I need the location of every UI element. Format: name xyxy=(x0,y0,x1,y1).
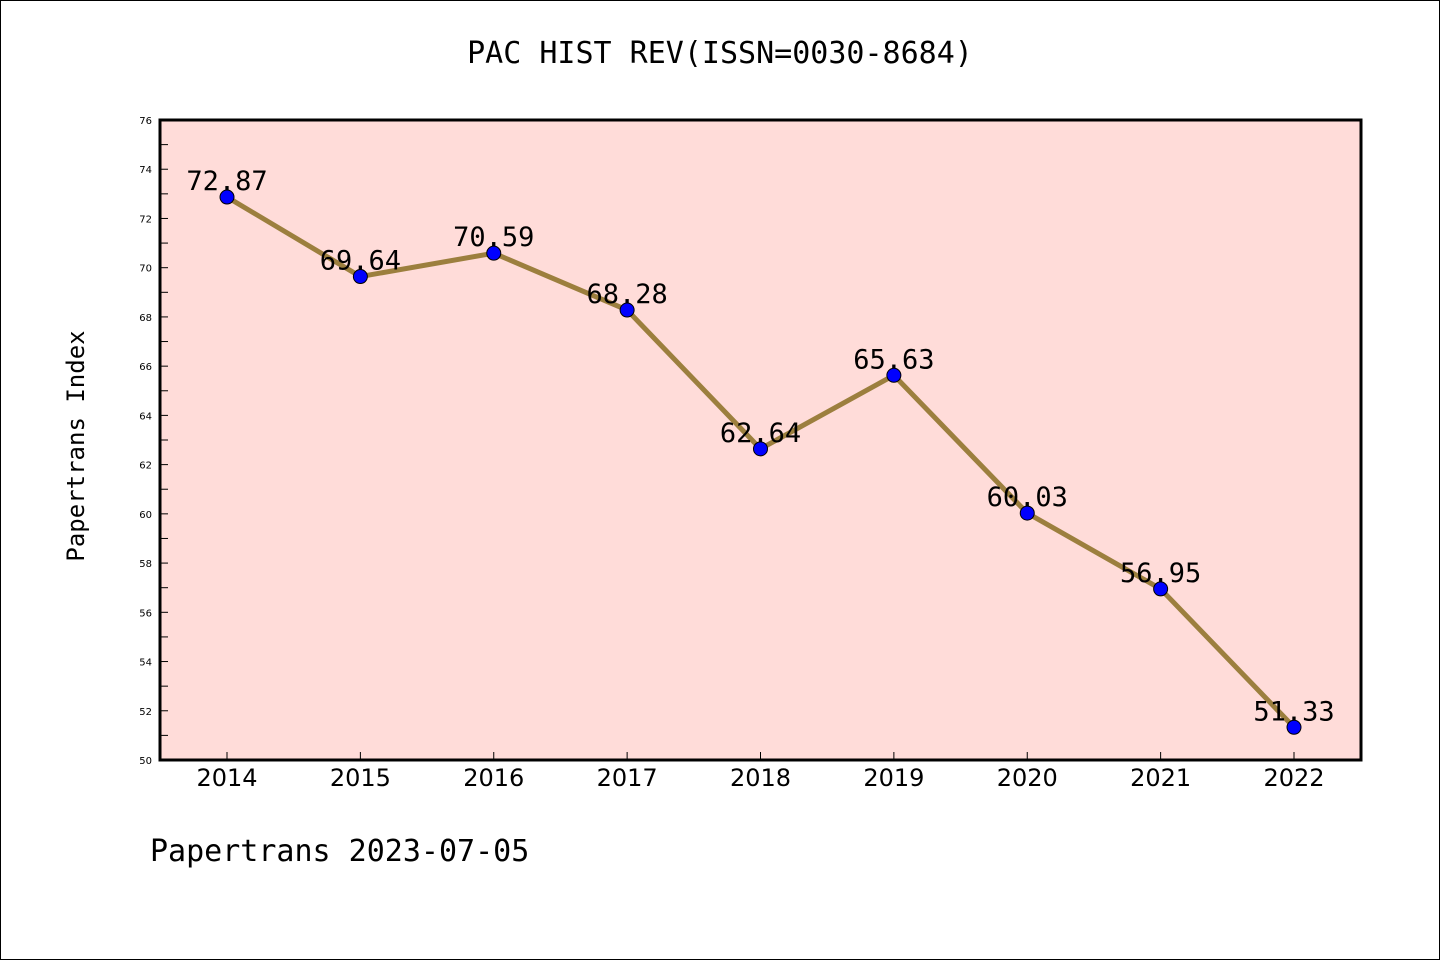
plot-area xyxy=(160,120,1361,760)
data-point xyxy=(352,269,368,285)
x-tick-label: 2018 xyxy=(730,764,791,792)
y-tick-label: 76 xyxy=(139,116,152,127)
y-tick-label: 54 xyxy=(139,658,152,669)
data-point xyxy=(1286,719,1302,735)
y-tick-label: 52 xyxy=(139,707,152,718)
footer-credit: Papertrans 2023-07-05 xyxy=(150,834,530,869)
y-tick-label: 66 xyxy=(139,362,152,373)
y-tick-label: 74 xyxy=(139,165,152,176)
y-tick-label: 58 xyxy=(139,559,152,570)
y-tick-label: 56 xyxy=(139,608,152,619)
data-label: 69.64 xyxy=(320,246,401,277)
data-label: 51.33 xyxy=(1253,696,1334,727)
data-label: 56.95 xyxy=(1120,558,1201,589)
data-point xyxy=(619,302,635,318)
chart-title: PAC HIST REV(ISSN=0030-8684) xyxy=(467,36,973,71)
y-tick-label: 64 xyxy=(139,411,152,422)
y-tick-label: 68 xyxy=(139,313,152,324)
x-tick-label: 2019 xyxy=(863,764,924,792)
x-tick-label: 2021 xyxy=(1130,764,1191,792)
x-tick-label: 2017 xyxy=(597,764,658,792)
plot-border xyxy=(158,118,1363,762)
x-tick-label: 2022 xyxy=(1263,764,1324,792)
y-tick-label: 72 xyxy=(139,214,152,225)
y-tick-label: 50 xyxy=(139,756,152,767)
x-tick-label: 2020 xyxy=(997,764,1058,792)
y-tick-label: 60 xyxy=(139,510,152,521)
x-tick-label: 2015 xyxy=(330,764,391,792)
data-label: 65.63 xyxy=(853,344,934,375)
data-point xyxy=(1019,505,1035,521)
data-label: 60.03 xyxy=(987,482,1068,513)
data-point xyxy=(886,367,902,383)
data-label: 68.28 xyxy=(586,279,667,310)
data-point xyxy=(1153,581,1169,597)
data-label: 62.64 xyxy=(720,418,801,449)
data-point xyxy=(753,441,768,457)
x-tick-label: 2014 xyxy=(196,764,257,792)
data-label: 72.87 xyxy=(186,166,267,197)
data-point xyxy=(486,245,502,261)
y-tick-label: 62 xyxy=(139,461,152,472)
y-tick-label: 70 xyxy=(139,264,152,275)
data-label: 70.59 xyxy=(453,222,534,253)
data-point xyxy=(219,189,235,205)
x-tick-label: 2016 xyxy=(463,764,524,792)
